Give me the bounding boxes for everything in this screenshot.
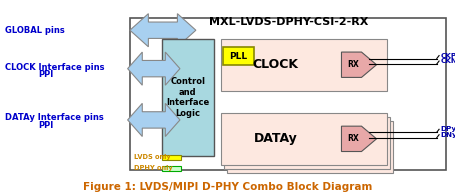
Text: DNy: DNy: [440, 132, 455, 138]
Text: PPI: PPI: [39, 121, 54, 130]
Polygon shape: [127, 103, 180, 136]
FancyBboxPatch shape: [162, 155, 181, 160]
FancyBboxPatch shape: [221, 113, 387, 165]
FancyBboxPatch shape: [130, 18, 446, 170]
Text: DATAy: DATAy: [253, 132, 297, 145]
Text: Control
and
Interface
Logic: Control and Interface Logic: [166, 77, 209, 118]
Text: PLL: PLL: [229, 51, 248, 61]
Text: RX: RX: [347, 60, 359, 69]
FancyBboxPatch shape: [227, 121, 393, 173]
Text: DATAy Interface pins: DATAy Interface pins: [5, 113, 103, 122]
FancyBboxPatch shape: [224, 117, 390, 169]
FancyBboxPatch shape: [162, 39, 214, 156]
FancyBboxPatch shape: [223, 47, 254, 65]
FancyBboxPatch shape: [221, 39, 387, 91]
Polygon shape: [341, 52, 377, 77]
Polygon shape: [130, 14, 196, 47]
Text: CKP: CKP: [440, 53, 455, 58]
Text: GLOBAL pins: GLOBAL pins: [5, 26, 64, 35]
Text: AL: AL: [276, 76, 361, 146]
Text: RX: RX: [347, 134, 359, 143]
Polygon shape: [127, 52, 180, 85]
Text: DPHY only: DPHY only: [134, 165, 173, 171]
Text: MXL-LVDS-DPHY-CSI-2-RX: MXL-LVDS-DPHY-CSI-2-RX: [209, 17, 369, 27]
Text: Figure 1: LVDS/MIPI D-PHY Combo Block Diagram: Figure 1: LVDS/MIPI D-PHY Combo Block Di…: [83, 182, 372, 192]
Text: PPI: PPI: [39, 70, 54, 79]
Text: CLOCK: CLOCK: [252, 58, 298, 71]
Text: LVDS only: LVDS only: [134, 154, 171, 160]
FancyBboxPatch shape: [162, 166, 181, 171]
Text: CKN: CKN: [440, 58, 455, 64]
Text: DPy: DPy: [440, 126, 455, 132]
Polygon shape: [341, 126, 377, 152]
Text: CLOCK Interface pins: CLOCK Interface pins: [5, 63, 104, 72]
